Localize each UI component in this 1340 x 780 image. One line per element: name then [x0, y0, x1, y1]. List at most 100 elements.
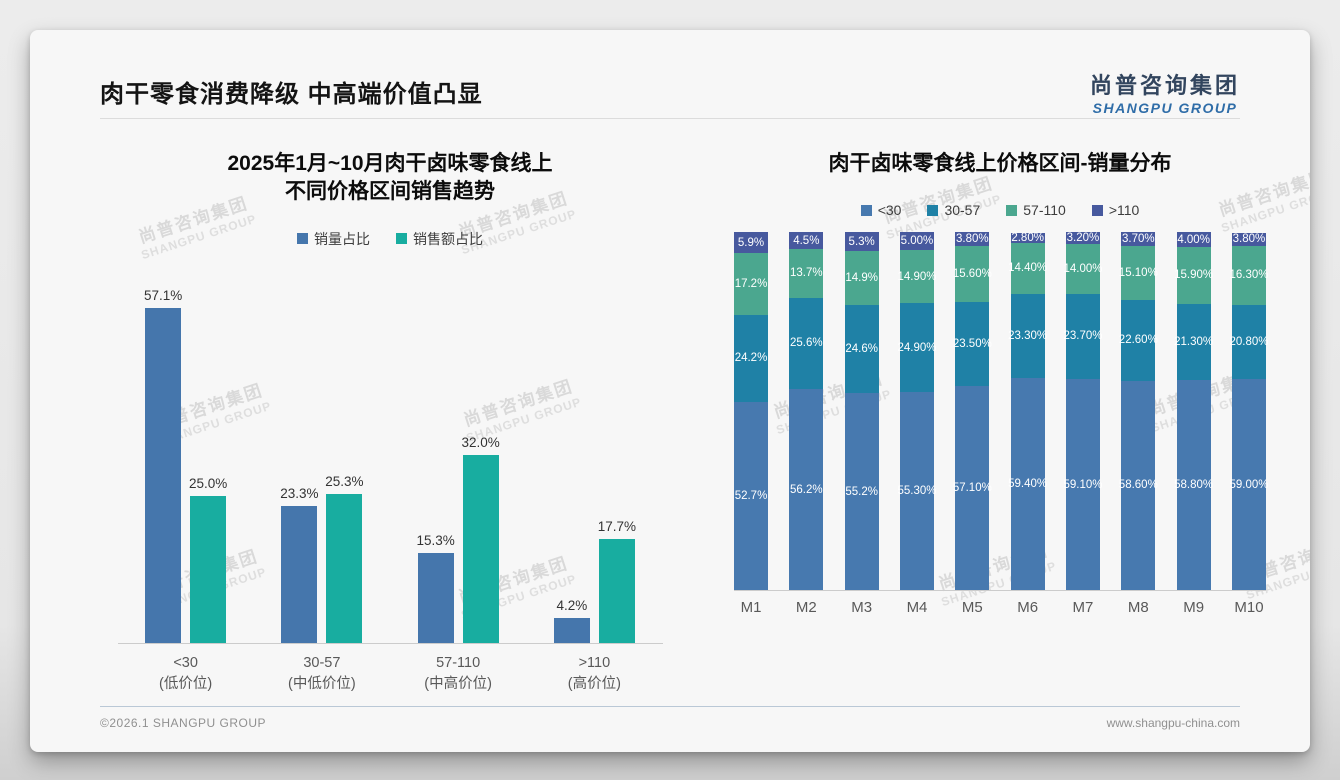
segment-value-label: 24.6%: [845, 342, 878, 355]
bar-segment: 24.2%: [734, 315, 768, 402]
bar: 25.0%: [189, 476, 227, 643]
bar-segment: 13.7%: [789, 248, 824, 298]
segment-value-label: 3.70%: [1121, 232, 1155, 245]
bar: 23.3%: [280, 486, 319, 643]
category-label: >110 (高价位): [526, 653, 662, 695]
grouped-bar-plot: 57.1% 25.0% 23.3% 25.3% 15.3% 32.0% 4.2% 17.7%: [117, 286, 663, 644]
left-chart-title-line2: 不同价格区间销售趋势: [285, 180, 495, 204]
segment-value-label: 16.30%: [1229, 269, 1269, 282]
bar-segment: 23.50%: [952, 301, 992, 386]
bar-segment: 59.10%: [1063, 378, 1102, 591]
category-tier: (高价位): [567, 675, 621, 692]
segment-value-label: 52.7%: [734, 490, 768, 502]
right-chart-month-axis: M1 M2 M3 M4 M5 M6 M7 M8 M9 M10: [734, 599, 1266, 616]
legend-item: 销量占比: [297, 229, 370, 249]
bar: 17.7%: [598, 519, 636, 643]
logo-chinese-text: 尚普咨询集团: [1089, 73, 1240, 98]
bar-segment: 23.70%: [1063, 293, 1103, 379]
bar-group: 57.1% 25.0%: [144, 286, 227, 643]
segment-value-label: 17.2%: [734, 278, 768, 291]
segment-value-label: 5.9%: [737, 236, 765, 249]
legend-swatch: [297, 233, 308, 245]
month-label: M4: [906, 599, 928, 617]
stacked-bar: 59.10% 23.70% 14.00% 3.20%: [1063, 232, 1103, 591]
bar-segment: 59.40%: [1008, 377, 1047, 591]
left-chart-title-line1: 2025年1月~10月肉干卤味零食线上: [227, 152, 553, 175]
bar-segment: 52.7%: [734, 401, 768, 591]
footer-divider: [100, 706, 1240, 707]
month-label: M2: [795, 599, 817, 617]
bar-segment: 16.30%: [1229, 246, 1269, 305]
bar-segment: 4.00%: [1176, 232, 1211, 247]
segment-value-label: 3.20%: [1066, 232, 1100, 245]
legend-item: 57-110: [1006, 202, 1066, 218]
stacked-bar: 57.10% 23.50% 15.60% 3.80%: [952, 232, 992, 591]
bar-segment: 15.90%: [1174, 246, 1214, 304]
segment-value-label: 15.60%: [952, 267, 992, 280]
month-label: M7: [1072, 599, 1094, 617]
bar-segment: 23.30%: [1008, 294, 1048, 378]
legend-item: <30: [860, 202, 901, 218]
stacked-bar: 56.2% 25.6% 13.7% 4.5%: [789, 232, 824, 591]
bar-segment: 15.10%: [1118, 245, 1158, 300]
segment-value-label: 15.10%: [1118, 266, 1158, 279]
bar-segment: 55.30%: [897, 392, 937, 591]
bar-segment: 58.60%: [1119, 380, 1158, 591]
bar-segment: 5.3%: [844, 232, 879, 252]
category-range: 30-57: [303, 654, 341, 671]
bar-segment: 15.60%: [952, 246, 992, 302]
stacked-bar: 58.80% 21.30% 15.90% 4.00%: [1174, 232, 1214, 591]
segment-value-label: 15.90%: [1174, 269, 1214, 282]
bar-segment: 14.00%: [1063, 243, 1103, 294]
category-label: 57-110 (中高价位): [390, 653, 526, 695]
bar-segment: 14.40%: [1008, 242, 1047, 295]
legend-item: 30-57: [927, 202, 980, 218]
bar-segment: 3.20%: [1065, 232, 1100, 245]
segment-value-label: 55.30%: [897, 485, 937, 498]
segment-value-label: 14.00%: [1063, 262, 1103, 275]
bar-segment: 58.80%: [1174, 379, 1213, 591]
segment-value-label: 20.80%: [1229, 335, 1269, 348]
segment-value-label: 13.7%: [790, 267, 823, 280]
bar-segment: 57.10%: [953, 385, 992, 591]
left-chart-legend: 销量占比 销售额占比: [100, 229, 680, 249]
category-label: <30 (低价位): [118, 653, 254, 695]
month-label: M10: [1234, 599, 1264, 617]
segment-value-label: 23.70%: [1063, 330, 1103, 343]
stacked-bar: 52.7% 24.2% 17.2% 5.9%: [734, 232, 768, 591]
bar-value-label: 4.2%: [556, 598, 588, 614]
category-tier: (中低价位): [288, 675, 356, 692]
bar-segment: 55.2%: [844, 392, 879, 591]
segment-value-label: 14.9%: [845, 272, 878, 284]
segment-value-label: 14.90%: [897, 270, 937, 283]
footer-website: www.shangpu-china.com: [1106, 716, 1240, 730]
bar-group: 15.3% 32.0%: [416, 286, 500, 643]
segment-value-label: 3.80%: [956, 233, 989, 246]
bar-group: 23.3% 25.3%: [280, 286, 364, 643]
category-range: >110: [578, 654, 611, 671]
bar: 4.2%: [553, 598, 590, 643]
legend-item: >110: [1091, 202, 1139, 218]
segment-value-label: 23.50%: [952, 337, 992, 350]
right-chart-legend: <30 30-57 57-110 >110: [720, 202, 1280, 218]
bar-group: 4.2% 17.7%: [553, 286, 636, 643]
legend-swatch: [396, 233, 407, 245]
legend-swatch: [927, 204, 939, 216]
bar: 32.0%: [461, 435, 500, 643]
segment-value-label: 23.30%: [1008, 329, 1048, 342]
bar-segment: 3.80%: [955, 232, 990, 247]
segment-value-label: 22.60%: [1118, 334, 1158, 347]
segment-value-label: 5.3%: [848, 235, 875, 248]
stacked-bar: 55.2% 24.6% 14.9% 5.3%: [844, 232, 879, 591]
segment-value-label: 24.2%: [734, 352, 768, 365]
footer-copyright: ©2026.1 SHANGPU GROUP: [100, 716, 267, 730]
bar-segment: 21.30%: [1174, 303, 1213, 380]
bar-segment: 3.80%: [1231, 232, 1266, 247]
category-tier: (中高价位): [424, 675, 492, 692]
right-chart-title: 肉干卤味零食线上价格区间-销量分布: [828, 152, 1172, 175]
bar-segment: 24.6%: [844, 304, 879, 393]
month-label: M5: [961, 599, 983, 617]
stacked-bar: 59.00% 20.80% 16.30% 3.80%: [1229, 232, 1269, 591]
legend-swatch: [860, 204, 872, 216]
bar-value-label: 23.3%: [280, 486, 319, 501]
